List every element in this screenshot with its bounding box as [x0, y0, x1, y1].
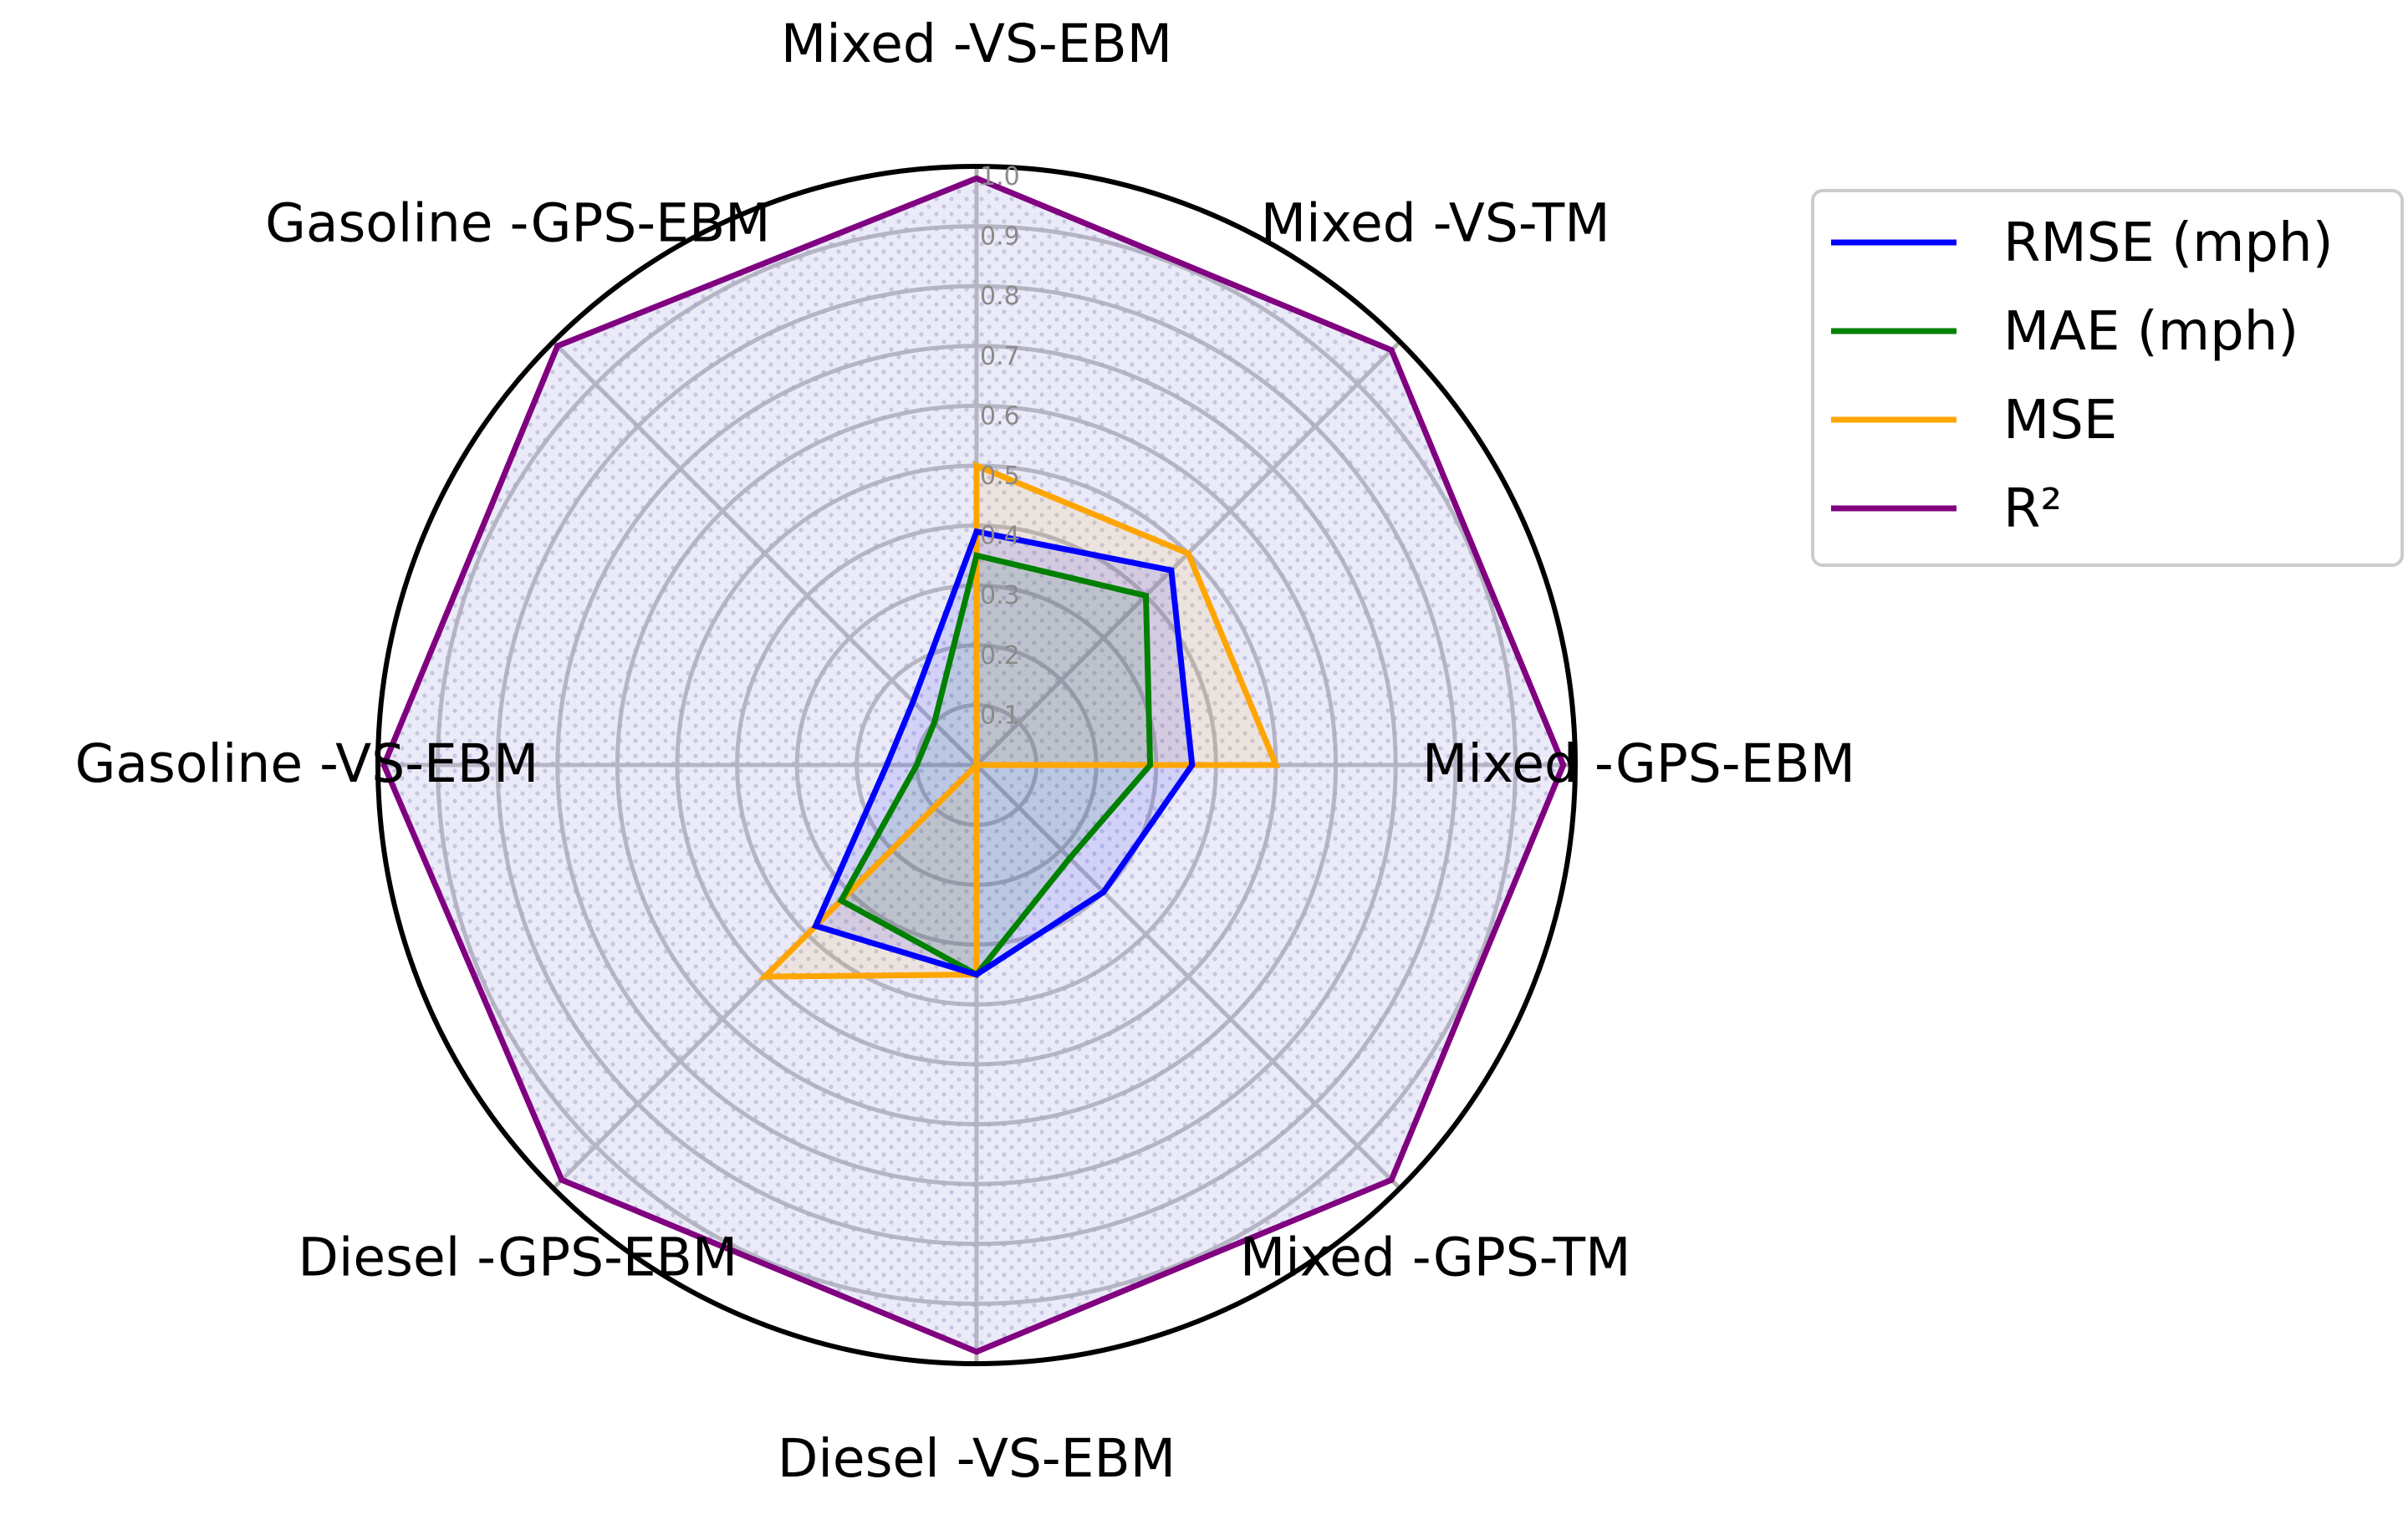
- radial-tick-label: 0.2: [980, 641, 1020, 671]
- legend-label: RMSE (mph): [2003, 212, 2334, 274]
- axis-label: Mixed -VS-TM: [1261, 192, 1610, 253]
- radial-tick-label: 0.7: [980, 342, 1020, 371]
- axis-label: Diesel -GPS-EBM: [298, 1227, 737, 1288]
- series-line-mse: [758, 461, 1281, 980]
- radial-tick-labels: 0.1 0.2 0.3 0.4 0.5 0.6 0.7 0.8 0.9 1.0: [980, 162, 1020, 730]
- axis-labels: Mixed -VS-EBM Mixed -VS-TM Mixed -GPS-EBM M…: [75, 13, 1855, 1489]
- radial-tick-label: 0.3: [980, 581, 1020, 610]
- legend-frame: [1811, 189, 2404, 567]
- axis-label: Mixed -VS-EBM: [781, 13, 1172, 74]
- radial-tick-label: 1.0: [980, 162, 1020, 191]
- legend-label: MAE (mph): [2003, 301, 2298, 363]
- axis-label: Gasoline -VS-EBM: [75, 733, 539, 794]
- series-lines: [380, 175, 1567, 1355]
- axis-label: Mixed -GPS-EBM: [1422, 733, 1855, 794]
- legend-label: MSE: [2003, 390, 2117, 451]
- radial-tick-label: 0.9: [980, 222, 1020, 252]
- radial-tick-label: 0.5: [980, 462, 1020, 491]
- axis-label: Mixed -GPS-TM: [1240, 1227, 1631, 1288]
- radial-tick-label: 0.6: [980, 401, 1020, 431]
- series-line-rmse-mph: [811, 528, 1196, 978]
- axis-label: Gasoline -GPS-EBM: [265, 192, 770, 253]
- series-line-r: [380, 175, 1567, 1355]
- legend: RMSE (mph) MAE (mph) MSE R²: [1811, 189, 2404, 567]
- outer-frame: [375, 164, 1578, 1366]
- legend-label: R²: [2003, 478, 2062, 540]
- axis-label: Diesel -VS-EBM: [778, 1428, 1176, 1489]
- radial-tick-label: 0.8: [980, 282, 1020, 311]
- radial-tick-label: 0.4: [980, 522, 1020, 551]
- radial-tick-label: 0.1: [980, 701, 1020, 730]
- series-fill-rmse-mph: [815, 531, 1192, 975]
